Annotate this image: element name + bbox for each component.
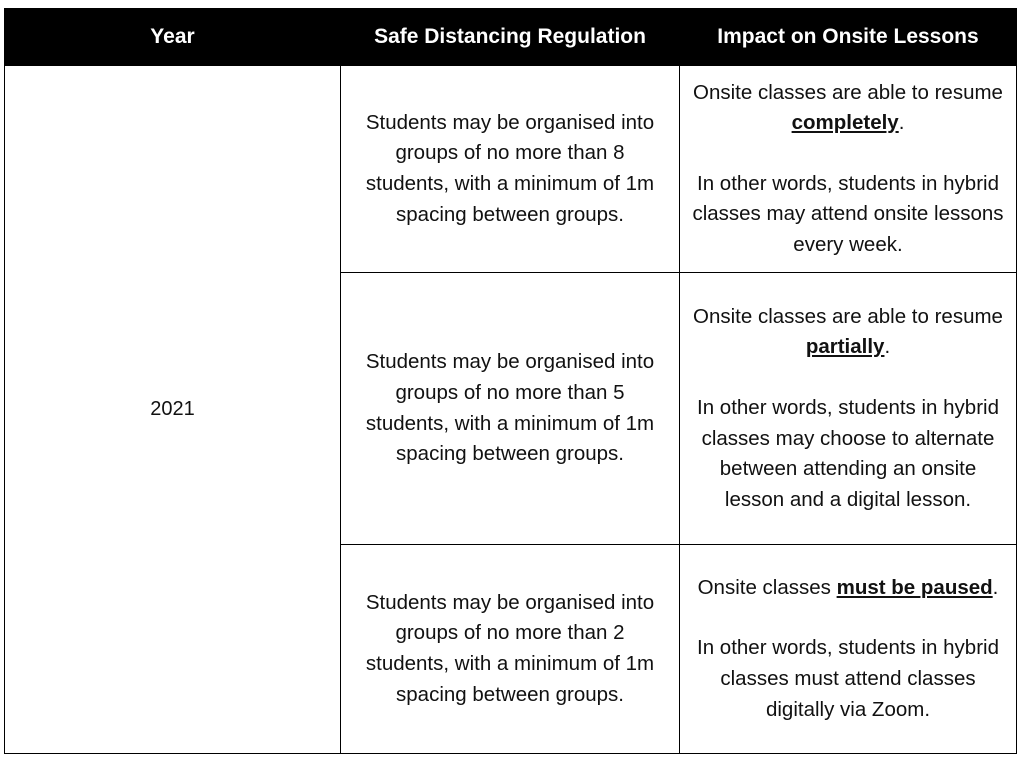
impact-summary-end: . [898,111,905,135]
impact-detail: In other words, students in hybrid class… [697,395,999,511]
paragraph-gap [692,603,1004,633]
impact-emphasis: partially [805,335,885,359]
impact-cell: Onsite classes must be paused. In other … [679,544,1017,754]
safe-distancing-table: Year Safe Distancing Regulation Impact o… [4,8,1017,754]
regulation-cell: Students may be organised into groups of… [340,272,680,545]
header-year: Year [4,8,341,66]
paragraph-gap [692,363,1004,393]
year-cell: 2021 [4,65,341,754]
header-regulation: Safe Distancing Regulation [340,8,680,66]
table-header: Year Safe Distancing Regulation Impact o… [4,8,1017,66]
regulation-cell: Students may be organised into groups of… [340,65,680,273]
paragraph-gap [692,139,1004,169]
regulation-table-container: Year Safe Distancing Regulation Impact o… [4,8,1017,754]
regulation-text: Students may be organised into groups of… [365,110,655,226]
header-row: Year Safe Distancing Regulation Impact o… [4,8,1017,66]
regulation-text: Students may be organised into groups of… [365,590,655,706]
impact-emphasis: completely [791,111,899,135]
impact-detail: In other words, students in hybrid class… [697,636,999,721]
impact-summary-end: . [884,335,891,359]
impact-detail: In other words, students in hybrid class… [692,171,1004,256]
impact-summary: Onsite classes are able to resume partia… [692,302,1004,363]
table-row: Students may be organised into groups of… [5,272,1017,545]
impact-summary-end: . [992,575,999,599]
impact-summary-text: Onsite classes [697,575,837,599]
table-body: 2021 Students may be organised into grou… [4,65,1017,754]
header-impact: Impact on Onsite Lessons [679,8,1017,66]
table-row: 2021 Students may be organised into grou… [4,65,1017,754]
impact-summary-text: Onsite classes are able to resume [693,80,1003,104]
impact-summary: Onsite classes are able to resume comple… [692,78,1004,139]
regulation-cell: Students may be organised into groups of… [340,544,680,754]
impact-cell: Onsite classes are able to resume comple… [679,65,1017,273]
regulation-text: Students may be organised into groups of… [365,350,655,466]
impact-emphasis: must be paused [836,575,993,599]
table-row: Students may be organised into groups of… [5,544,1017,754]
impact-summary: Onsite classes must be paused. [692,573,1004,604]
impact-cell: Onsite classes are able to resume partia… [679,272,1017,545]
impact-summary-text: Onsite classes are able to resume [693,304,1003,328]
